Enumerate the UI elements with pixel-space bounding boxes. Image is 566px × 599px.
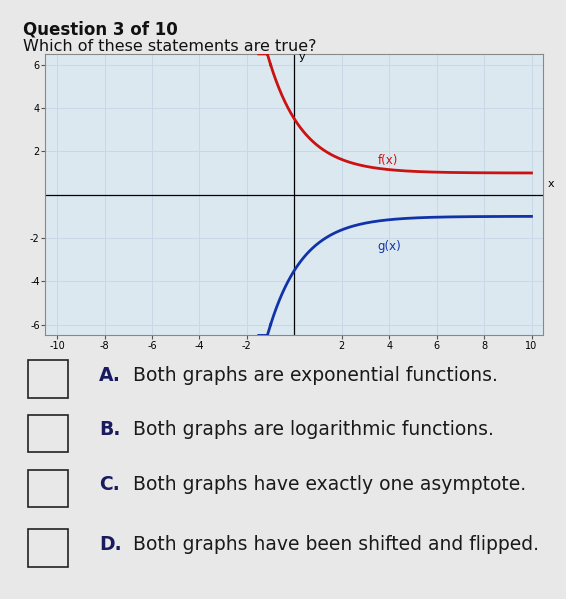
Text: D.: D. [99, 535, 122, 554]
Text: Both graphs have exactly one asymptote.: Both graphs have exactly one asymptote. [133, 475, 526, 494]
Text: Both graphs are exponential functions.: Both graphs are exponential functions. [133, 366, 498, 385]
Text: B.: B. [99, 420, 121, 440]
Bar [28, 415, 68, 452]
Text: y: y [299, 52, 306, 62]
Text: f(x): f(x) [378, 153, 398, 167]
Text: g(x): g(x) [378, 240, 401, 253]
Text: x: x [548, 179, 555, 189]
Text: Both graphs are logarithmic functions.: Both graphs are logarithmic functions. [133, 420, 494, 440]
Text: Which of these statements are true?: Which of these statements are true? [23, 39, 316, 54]
Text: C.: C. [99, 475, 120, 494]
Text: Both graphs have been shifted and flipped.: Both graphs have been shifted and flippe… [133, 535, 539, 554]
Text: Question 3 of 10: Question 3 of 10 [23, 21, 177, 39]
Bar [28, 530, 68, 567]
Text: A.: A. [99, 366, 121, 385]
Bar [28, 361, 68, 398]
Bar [28, 470, 68, 507]
